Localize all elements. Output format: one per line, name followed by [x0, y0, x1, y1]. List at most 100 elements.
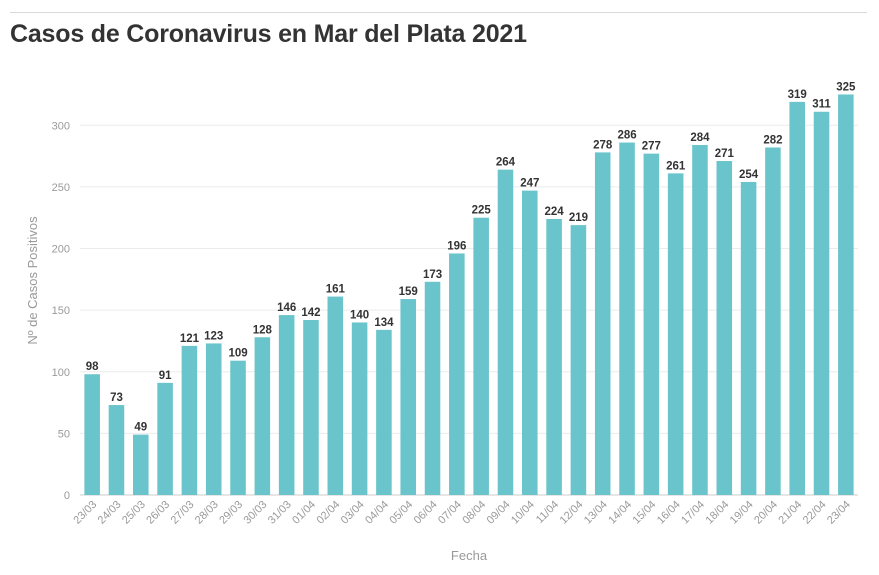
data-label: 146	[277, 302, 296, 314]
bar[interactable]	[838, 94, 854, 495]
x-tick-label: 23/04	[825, 499, 853, 527]
data-label: 286	[617, 130, 636, 142]
bar[interactable]	[546, 218, 562, 495]
x-tick-label: 29/03	[217, 499, 245, 527]
x-tick-label: 20/04	[752, 499, 780, 527]
data-label: 196	[447, 240, 466, 252]
bar[interactable]	[643, 153, 660, 495]
bar[interactable]	[133, 434, 149, 495]
x-tick-label: 15/04	[631, 499, 659, 527]
bar[interactable]	[254, 337, 271, 495]
bar[interactable]	[789, 101, 805, 496]
data-label: 109	[228, 348, 247, 360]
data-label: 98	[86, 361, 99, 373]
bar[interactable]	[84, 374, 100, 495]
data-label: 91	[159, 370, 172, 382]
bar[interactable]	[157, 382, 173, 495]
top-divider	[10, 12, 867, 13]
bar[interactable]	[230, 360, 246, 495]
x-tick-label: 06/04	[412, 499, 440, 527]
x-tick-label: 01/04	[290, 499, 318, 527]
data-label: 128	[253, 324, 273, 336]
x-tick-label: 26/03	[144, 499, 172, 527]
data-label: 311	[812, 99, 831, 111]
data-label: 224	[545, 206, 565, 218]
x-tick-label: 27/03	[169, 499, 197, 527]
data-label: 142	[301, 307, 320, 319]
y-tick-label: 0	[64, 490, 70, 502]
x-tick-label: 23/03	[71, 499, 99, 527]
bar[interactable]	[522, 190, 538, 495]
bar[interactable]	[716, 161, 733, 495]
x-tick-label: 21/04	[776, 499, 804, 527]
data-label: 261	[666, 160, 686, 172]
data-label: 49	[134, 422, 147, 434]
x-tick-label: 13/04	[582, 499, 610, 527]
bar[interactable]	[351, 322, 368, 495]
x-tick-label: 16/04	[655, 499, 683, 527]
x-tick-label: 30/03	[242, 499, 270, 527]
bar[interactable]	[594, 152, 611, 495]
bar[interactable]	[205, 343, 222, 495]
bar[interactable]	[108, 405, 125, 495]
bar[interactable]	[570, 225, 587, 496]
data-label: 254	[739, 169, 759, 181]
data-label: 319	[788, 89, 807, 101]
y-tick-label: 50	[58, 428, 70, 440]
x-tick-label: 03/04	[339, 499, 367, 527]
data-label: 159	[399, 286, 418, 298]
bar[interactable]	[181, 345, 198, 495]
data-label: 225	[472, 205, 492, 217]
bar[interactable]	[692, 145, 708, 495]
x-tick-label: 08/04	[460, 499, 488, 527]
data-label: 140	[350, 309, 369, 321]
x-tick-label: 07/04	[436, 499, 464, 527]
bar[interactable]	[327, 296, 344, 495]
bar[interactable]	[765, 147, 781, 495]
x-tick-label: 18/04	[703, 499, 731, 527]
x-tick-label: 22/04	[801, 499, 829, 527]
x-tick-label: 17/04	[679, 499, 707, 527]
x-tick-label: 02/04	[314, 499, 342, 527]
bar[interactable]	[449, 253, 465, 495]
bar[interactable]	[473, 217, 489, 495]
y-tick-label: 100	[52, 367, 70, 379]
data-label: 123	[204, 330, 223, 342]
bar[interactable]	[813, 111, 830, 496]
bar[interactable]	[619, 142, 635, 495]
bar[interactable]	[303, 320, 319, 495]
y-tick-label: 300	[52, 120, 70, 132]
bar[interactable]	[400, 299, 416, 495]
y-tick-label: 200	[52, 244, 70, 256]
y-axis-title: Nº de Casos Positivos	[25, 216, 40, 345]
chart-title: Casos de Coronavirus en Mar del Plata 20…	[10, 20, 527, 48]
bar[interactable]	[497, 169, 514, 496]
bar[interactable]	[376, 329, 392, 495]
x-tick-label: 28/03	[193, 499, 221, 527]
data-label: 247	[520, 178, 539, 190]
bar[interactable]	[424, 281, 441, 495]
x-tick-label: 11/04	[534, 499, 561, 526]
bar[interactable]	[667, 173, 684, 495]
x-tick-label: 04/04	[363, 499, 391, 527]
data-label: 173	[423, 269, 442, 281]
data-label: 278	[593, 139, 613, 151]
bar[interactable]	[740, 181, 757, 495]
x-axis-title: Fecha	[451, 548, 488, 563]
data-label: 325	[836, 81, 856, 93]
data-label: 134	[374, 317, 394, 329]
x-tick-label: 14/04	[606, 499, 634, 527]
x-tick-label: 12/04	[558, 499, 586, 527]
bar[interactable]	[278, 315, 295, 495]
data-label: 219	[569, 212, 588, 224]
x-tick-label: 05/04	[387, 499, 415, 527]
y-tick-label: 150	[52, 305, 70, 317]
x-tick-label: 10/04	[509, 499, 537, 527]
data-label: 271	[715, 148, 735, 160]
data-label: 282	[763, 134, 782, 146]
data-label: 284	[690, 132, 710, 144]
x-tick-label: 09/04	[485, 499, 513, 527]
y-tick-label: 250	[52, 182, 70, 194]
x-tick-label: 25/03	[120, 499, 148, 527]
